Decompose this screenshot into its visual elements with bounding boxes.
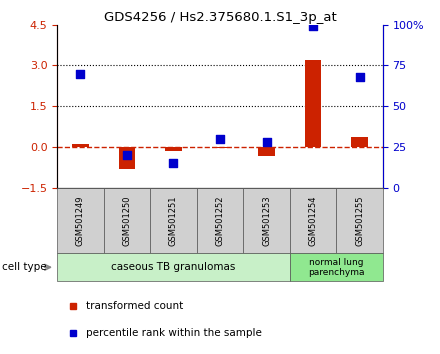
- Point: [77, 71, 84, 76]
- Text: cell type: cell type: [2, 262, 47, 272]
- Text: GSM501254: GSM501254: [308, 195, 318, 246]
- Bar: [290, 188, 336, 253]
- Bar: [290, 253, 383, 281]
- Text: GSM501250: GSM501250: [122, 195, 132, 246]
- Bar: [104, 188, 150, 253]
- Bar: [336, 188, 383, 253]
- Bar: [212, 147, 228, 148]
- Text: transformed count: transformed count: [85, 301, 183, 311]
- Bar: [57, 188, 104, 253]
- Text: GSM501249: GSM501249: [76, 195, 85, 246]
- Point: [356, 74, 363, 80]
- Text: GSM501251: GSM501251: [169, 195, 178, 246]
- Point: [309, 24, 316, 29]
- Point: [216, 136, 224, 142]
- Text: GSM501253: GSM501253: [262, 195, 271, 246]
- Point: [124, 152, 131, 158]
- Bar: [150, 188, 197, 253]
- Text: normal lung
parenchyma: normal lung parenchyma: [308, 258, 364, 277]
- Text: percentile rank within the sample: percentile rank within the sample: [85, 328, 261, 338]
- Text: caseous TB granulomas: caseous TB granulomas: [111, 262, 236, 272]
- Bar: [119, 147, 135, 169]
- Point: [263, 139, 270, 145]
- Title: GDS4256 / Hs2.375680.1.S1_3p_at: GDS4256 / Hs2.375680.1.S1_3p_at: [104, 11, 336, 24]
- Text: GSM501252: GSM501252: [216, 195, 224, 246]
- Bar: [305, 60, 321, 147]
- Bar: [243, 188, 290, 253]
- Bar: [165, 147, 182, 151]
- Bar: [197, 188, 243, 253]
- Point: [170, 160, 177, 166]
- Bar: [258, 147, 275, 156]
- Bar: [72, 144, 88, 147]
- Bar: [352, 137, 368, 147]
- Text: GSM501255: GSM501255: [355, 195, 364, 246]
- Bar: [57, 253, 290, 281]
